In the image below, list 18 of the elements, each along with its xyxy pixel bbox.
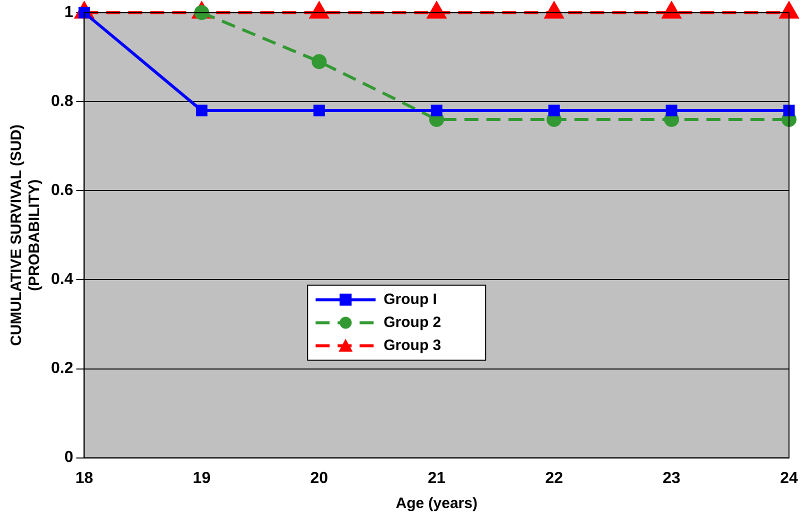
x-tick-label: 24	[780, 470, 798, 487]
y-tick-label: 0.4	[50, 271, 74, 288]
legend-label: Group I	[384, 290, 437, 308]
y-tick-label: 0.6	[50, 182, 74, 200]
x-tick-label: 19	[192, 470, 211, 487]
x-tick-label: 23	[662, 470, 681, 487]
y-tick-label: 0.8	[50, 93, 74, 110]
x-axis-title: Age (years)	[396, 495, 478, 512]
y-tick-label: 0	[64, 449, 74, 466]
y-tick-label: 1	[64, 4, 74, 22]
x-tick-label: 21	[428, 470, 446, 487]
legend-label: Group 2	[384, 314, 442, 331]
x-tick-label: 22	[545, 470, 564, 487]
y-tick-label: 0.2	[50, 360, 74, 378]
y-axis-title: CUMULATIVE SURVIVAL (SUD) (PROBABILITY)	[8, 124, 44, 346]
x-tick-label: 20	[310, 470, 328, 487]
x-tick-label: 18	[75, 470, 94, 487]
legend-label: Group 3	[384, 336, 442, 354]
